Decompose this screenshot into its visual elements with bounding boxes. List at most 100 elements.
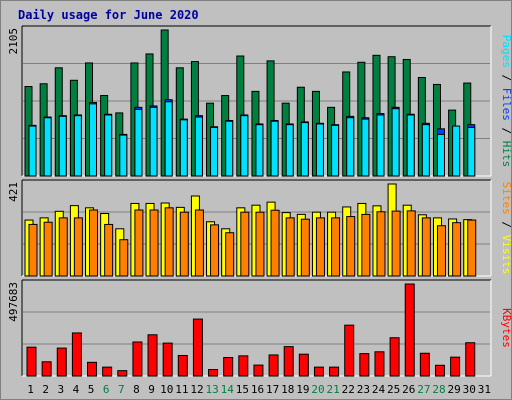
bar-pages-day-23: [361, 118, 370, 177]
bar-kbytes-day-20: [313, 366, 324, 377]
x-tick-label-day-25: 25: [387, 383, 400, 396]
bar-sites-day-19: [300, 218, 310, 277]
bar-pages-day-24: [376, 114, 385, 177]
x-tick-label-day-17: 17: [266, 383, 279, 396]
bar-kbytes-day-27: [419, 352, 430, 377]
bar-kbytes-day-18: [283, 346, 294, 377]
x-tick-label-day-4: 4: [73, 383, 80, 396]
bar-kbytes-day-24: [374, 351, 385, 377]
panel-hits: 2105 Pages / Files / Hits: [7, 25, 512, 177]
x-tick-label-day-7: 7: [118, 383, 125, 396]
bar-sites-day-27: [421, 217, 431, 277]
y-max-label-hits: 2105: [7, 28, 20, 55]
x-tick-label-day-28: 28: [432, 383, 445, 396]
bar-sites-day-20: [315, 217, 325, 277]
bar-pages-day-8: [134, 108, 143, 177]
bar-kbytes-day-21: [329, 366, 340, 377]
bar-pages-day-13: [210, 126, 219, 177]
bar-sites-day-6: [104, 223, 114, 277]
bar-kbytes-day-2: [41, 361, 52, 377]
bar-pages-day-28: [436, 133, 445, 177]
bar-kbytes-day-9: [147, 334, 158, 377]
bar-pages-day-4: [73, 115, 82, 177]
bar-sites-day-2: [43, 221, 53, 277]
bar-sites-day-21: [331, 217, 341, 277]
bar-kbytes-day-6: [102, 366, 113, 377]
bar-sites-day-29: [452, 222, 462, 277]
legend-visits-part-0: Sites: [500, 182, 512, 215]
bar-sites-day-1: [28, 223, 38, 277]
bar-kbytes-day-3: [56, 347, 67, 377]
x-tick-label-day-1: 1: [27, 383, 34, 396]
bar-sites-day-24: [376, 211, 386, 277]
bar-sites-day-18: [285, 217, 295, 277]
legend-kbytes-part-0: KBytes: [500, 308, 512, 348]
y-max-label-visits: 421: [7, 182, 20, 202]
x-tick-label-day-20: 20: [311, 383, 324, 396]
legend-hits-part-3: /: [500, 121, 512, 141]
bar-pages-day-12: [194, 116, 203, 177]
bar-kbytes-day-12: [192, 318, 203, 377]
bar-pages-day-7: [119, 134, 128, 177]
bar-sites-day-22: [346, 216, 356, 277]
bar-pages-day-30: [467, 126, 476, 177]
bar-sites-day-15: [240, 211, 250, 277]
bar-kbytes-day-16: [253, 364, 264, 377]
bar-sites-day-17: [270, 209, 280, 277]
panel-kbytes: 497683 KBytes: [7, 279, 512, 377]
bar-pages-day-2: [43, 117, 52, 177]
bar-pages-day-5: [89, 103, 98, 177]
bar-pages-day-11: [179, 119, 188, 177]
x-tick-label-day-19: 19: [296, 383, 309, 396]
bar-pages-day-9: [149, 106, 158, 177]
bar-kbytes-day-28: [434, 364, 445, 377]
bar-kbytes-day-19: [298, 353, 309, 377]
bar-kbytes-day-26: [404, 283, 415, 377]
bar-kbytes-day-4: [71, 332, 82, 377]
x-tick-label-day-9: 9: [148, 383, 155, 396]
bar-pages-day-22: [346, 117, 355, 177]
bar-pages-day-18: [285, 124, 294, 177]
bar-sites-day-3: [58, 217, 68, 277]
bar-kbytes-day-13: [208, 369, 219, 377]
x-tick-label-day-29: 29: [448, 383, 461, 396]
bar-pages-day-26: [406, 114, 415, 177]
x-tick-label-day-24: 24: [372, 383, 386, 396]
bar-sites-day-11: [179, 211, 189, 277]
chart-title: Daily usage for June 2020: [18, 8, 199, 22]
bar-pages-day-20: [315, 123, 324, 177]
bar-sites-day-8: [134, 209, 144, 277]
x-tick-label-day-6: 6: [103, 383, 110, 396]
bar-sites-day-26: [406, 210, 416, 277]
x-tick-label-day-23: 23: [357, 383, 370, 396]
legend-hits-part-1: /: [500, 68, 512, 88]
legend-hits-part-4: Hits: [500, 141, 512, 168]
legend-label-kbytes: KBytes: [500, 308, 512, 348]
bar-pages-day-25: [391, 108, 400, 177]
bar-kbytes-day-15: [238, 355, 249, 377]
y-max-label-kbytes: 497683: [7, 282, 20, 322]
bar-pages-day-6: [104, 114, 113, 177]
bar-sites-day-13: [210, 224, 220, 277]
bar-pages-day-21: [331, 124, 340, 177]
x-tick-label-day-14: 14: [221, 383, 235, 396]
x-tick-label-day-18: 18: [281, 383, 294, 396]
x-tick-label-day-15: 15: [236, 383, 249, 396]
bar-pages-day-17: [270, 120, 279, 177]
x-tick-label-day-13: 13: [205, 383, 218, 396]
bar-kbytes-day-30: [465, 342, 476, 377]
bar-pages-day-14: [225, 120, 234, 177]
bar-pages-day-27: [421, 124, 430, 177]
bar-sites-day-12: [194, 209, 204, 277]
bar-kbytes-day-8: [132, 341, 143, 377]
x-tick-label-day-27: 27: [417, 383, 430, 396]
legend-visits-part-2: Visits: [500, 235, 512, 275]
x-tick-label-day-31: 31: [478, 383, 491, 396]
legend-visits-part-1: /: [500, 215, 512, 235]
bar-pages-day-16: [255, 124, 264, 177]
bar-kbytes-day-11: [177, 354, 188, 377]
legend-label-visits: Sites / Visits: [500, 182, 512, 275]
bar-pages-day-3: [58, 115, 67, 177]
bar-sites-day-10: [164, 207, 174, 277]
